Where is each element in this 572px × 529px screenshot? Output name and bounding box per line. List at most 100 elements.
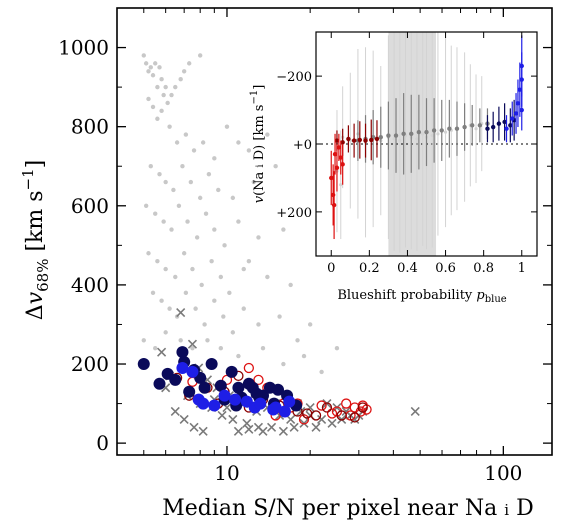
main-point-0-65 — [218, 274, 224, 280]
main-point-1-36 — [198, 426, 208, 436]
main-point-4-24 — [250, 387, 263, 400]
main-y-tick-label: 1000 — [58, 36, 109, 60]
main-point-0-10 — [163, 84, 168, 90]
main-point-4-3 — [176, 346, 189, 359]
main-point-0-85 — [307, 322, 313, 327]
main-point-0-98 — [319, 369, 324, 375]
inset-points — [316, 32, 537, 256]
main-point-1-2 — [187, 339, 198, 349]
main-point-5-11 — [269, 401, 282, 414]
main-point-0-72 — [159, 298, 164, 303]
main-y-tick-label: 800 — [71, 115, 109, 139]
inset-y-tick-label: +200 — [276, 206, 312, 221]
main-point-0-93 — [218, 345, 224, 351]
main-point-0-63 — [199, 282, 204, 288]
main-point-2-7 — [316, 400, 327, 411]
main-point-0-24 — [183, 132, 189, 137]
main-point-0-20 — [187, 61, 192, 66]
inset-point-4-3 — [502, 119, 507, 125]
inset-point-1-10 — [431, 128, 437, 133]
main-point-4-9 — [214, 379, 227, 392]
main-point-1-25 — [228, 414, 238, 424]
main-point-5-3 — [197, 397, 210, 410]
main-point-0-34 — [163, 179, 168, 185]
main-point-5-12 — [278, 405, 291, 418]
main-point-5-6 — [229, 393, 242, 406]
inset-point-4-0 — [485, 126, 490, 131]
inset-point-5-4 — [517, 87, 523, 92]
inset-point-2-5 — [363, 138, 368, 143]
main-y-tick-label: 400 — [71, 273, 109, 297]
main-point-0-29 — [236, 140, 241, 145]
main-point-0-14 — [159, 108, 164, 114]
main-point-0-82 — [256, 322, 261, 327]
main-point-0-58 — [155, 258, 160, 264]
main-point-0-1 — [143, 61, 149, 66]
main-point-0-7 — [157, 65, 162, 70]
main-point-0-81 — [241, 306, 246, 311]
inset-point-5-2 — [513, 111, 519, 116]
inset-point-0-8 — [398, 139, 402, 143]
main-points — [137, 53, 420, 436]
main-point-2-9 — [341, 398, 352, 409]
inset-point-0-24 — [339, 183, 343, 187]
main-point-0-9 — [161, 92, 166, 98]
inset-x-tick-label: 0.2 — [359, 261, 380, 276]
inset-point-1-11 — [439, 128, 444, 133]
inset-point-4-2 — [496, 121, 502, 126]
inset-x-axis-label: Blueshift probability pblue — [337, 288, 506, 305]
main-point-0-67 — [241, 266, 246, 272]
main-point-0-45 — [153, 211, 158, 216]
inset-point-1-3 — [378, 135, 383, 140]
main-point-0-47 — [169, 227, 174, 232]
inset-point-1-14 — [462, 124, 467, 130]
main-point-1-32 — [311, 422, 321, 432]
inset-point-3-7 — [340, 162, 345, 167]
main-point-4-26 — [161, 367, 174, 380]
inset-point-3-6 — [338, 155, 343, 160]
main-point-4-1 — [153, 377, 166, 390]
inset-plot: −200 +0 +200 0 0.2 0.4 0.6 0.8 1 — [276, 31, 538, 276]
main-point-1-38 — [244, 424, 254, 434]
inset-point-0-16 — [443, 130, 448, 134]
main-point-1-16 — [327, 418, 337, 428]
main-point-0-79 — [221, 314, 226, 319]
main-y-tick-label: 0 — [96, 431, 109, 455]
main-point-1-29 — [278, 426, 288, 436]
inset-point-5-1 — [510, 116, 515, 121]
main-point-0-62 — [190, 266, 195, 272]
main-y-tick-label: 600 — [71, 194, 109, 218]
main-point-0-84 — [295, 338, 300, 343]
main-point-1-35 — [189, 422, 199, 432]
main-y-tick-label: 200 — [71, 352, 109, 376]
main-point-0-83 — [277, 314, 282, 319]
main-point-0-80 — [230, 330, 236, 335]
main-point-0-38 — [197, 195, 203, 201]
main-point-1-28 — [267, 422, 277, 432]
main-point-1-0 — [176, 308, 186, 318]
main-point-1-37 — [233, 426, 243, 436]
main-point-1-33 — [170, 406, 180, 417]
main-point-0-44 — [143, 203, 149, 208]
main-point-2-2 — [243, 362, 255, 374]
inset-point-2-6 — [369, 137, 374, 143]
main-point-0-0 — [141, 53, 146, 58]
inset-x-tick-label: 0.8 — [473, 261, 494, 276]
main-point-0-41 — [230, 195, 236, 201]
main-point-3-8 — [310, 410, 322, 421]
inset-point-5-6 — [519, 77, 524, 82]
main-point-0-86 — [334, 345, 340, 351]
main-point-0-89 — [163, 330, 168, 335]
inset-point-1-6 — [401, 131, 406, 137]
inset-point-3-2 — [331, 202, 337, 208]
main-point-1-47 — [305, 402, 315, 413]
inset-point-1-4 — [386, 133, 391, 138]
main-point-0-43 — [273, 164, 278, 169]
main-point-0-5 — [153, 61, 158, 66]
inset-x-tick-label: 0 — [327, 261, 335, 276]
main-point-0-27 — [212, 156, 217, 161]
main-point-1-15 — [317, 414, 327, 424]
main-point-1-34 — [179, 414, 189, 424]
inset-point-5-7 — [519, 107, 524, 113]
